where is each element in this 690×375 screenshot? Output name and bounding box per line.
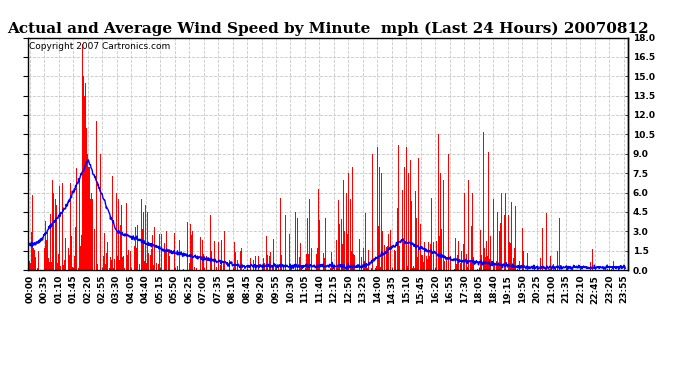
Text: Copyright 2007 Cartronics.com: Copyright 2007 Cartronics.com [29, 42, 170, 51]
Title: Actual and Average Wind Speed by Minute  mph (Last 24 Hours) 20070812: Actual and Average Wind Speed by Minute … [7, 22, 649, 36]
